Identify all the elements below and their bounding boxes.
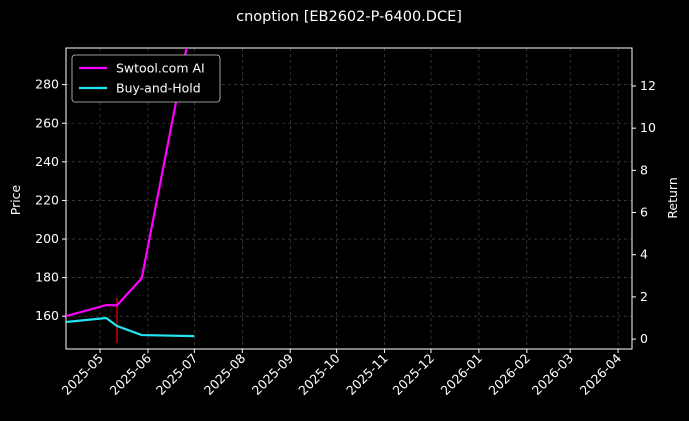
- y2-tick-label: 12: [640, 78, 656, 93]
- y2-tick-label: 2: [640, 289, 648, 304]
- x-tick-label: 2025-05: [59, 351, 107, 399]
- x-tick-label: 2025-09: [249, 350, 297, 398]
- y2-tick-label: 0: [640, 331, 648, 346]
- y-tick-label: 200: [35, 231, 59, 246]
- x-tick-label: 2025-08: [201, 350, 249, 398]
- x-tick-label: 2025-11: [343, 351, 391, 399]
- y2-tick-label: 8: [640, 162, 648, 177]
- x-tick-label: 2025-12: [390, 351, 438, 399]
- y-tick-label: 160: [35, 308, 59, 323]
- y-tick-label: 180: [35, 270, 59, 285]
- x-tick-label: 2026-03: [529, 351, 577, 399]
- series-line: [66, 316, 195, 338]
- y-tick-label: 260: [35, 115, 59, 130]
- series-line: [66, 48, 188, 318]
- y2-tick-label: 4: [640, 247, 648, 262]
- y2-tick-label: 6: [640, 205, 648, 220]
- x-tick-label: 2025-06: [107, 350, 155, 398]
- y2-tick-label: 10: [640, 120, 656, 135]
- y2-axis-label: Return: [665, 177, 680, 218]
- legend-box: [71, 54, 221, 103]
- y-tick-label: 220: [35, 192, 59, 207]
- x-tick-label: 2026-01: [437, 351, 485, 399]
- plot-area: [66, 48, 195, 338]
- x-tick-label: 2026-02: [485, 351, 533, 399]
- y-tick-label: 240: [35, 154, 59, 169]
- x-tick-label: 2026-04: [577, 350, 625, 398]
- y-tick-label: 280: [35, 77, 59, 92]
- y-axis-label: Price: [8, 184, 23, 215]
- chart-title: cnoption [EB2602-P-6400.DCE]: [236, 9, 462, 25]
- legend-label: Swtool.com AI: [116, 61, 205, 76]
- legend: Swtool.com AI Buy-and-Hold: [71, 54, 221, 103]
- x-tick-label: 2025-07: [153, 351, 201, 399]
- x-tick-label: 2025-10: [295, 350, 343, 398]
- plot-frame: [65, 47, 633, 350]
- legend-label: Buy-and-Hold: [116, 81, 201, 96]
